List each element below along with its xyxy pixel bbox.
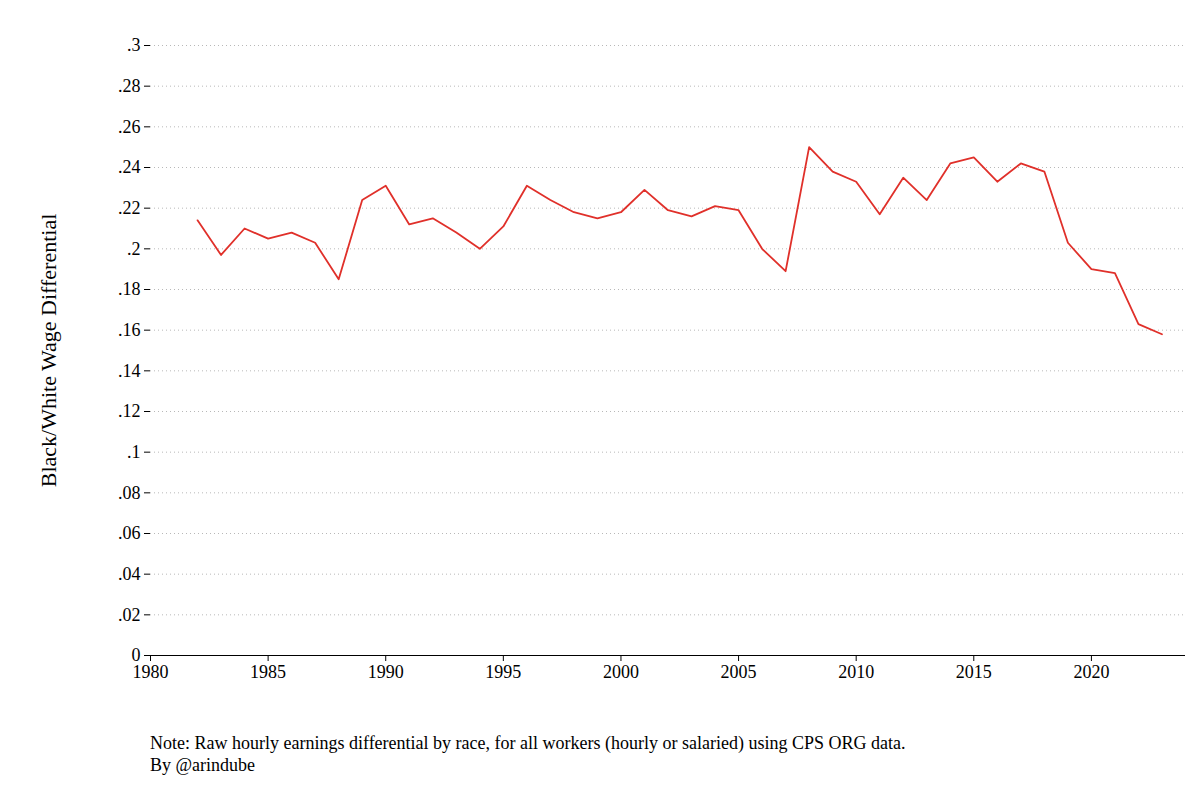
svg-text:.24: .24 bbox=[118, 157, 141, 177]
svg-text:.08: .08 bbox=[118, 483, 141, 503]
svg-text:1990: 1990 bbox=[368, 662, 404, 682]
svg-text:.14: .14 bbox=[118, 361, 141, 381]
svg-text:.04: .04 bbox=[118, 564, 141, 584]
svg-text:.16: .16 bbox=[118, 320, 141, 340]
svg-text:.12: .12 bbox=[118, 401, 141, 421]
svg-text:2010: 2010 bbox=[838, 662, 874, 682]
html-text:Note: Raw hourly earnings diff: Note: Raw hourly earnings differential b… bbox=[150, 733, 906, 753]
svg-text:.02: .02 bbox=[118, 605, 141, 625]
svg-text:2005: 2005 bbox=[721, 662, 757, 682]
svg-text:.2: .2 bbox=[127, 239, 141, 259]
svg-text:Black/White Wage Differential: Black/White Wage Differential bbox=[36, 214, 61, 488]
svg-text:.28: .28 bbox=[118, 76, 141, 96]
svg-text:.06: .06 bbox=[118, 523, 141, 543]
svg-text:.26: .26 bbox=[118, 117, 141, 137]
svg-text:.1: .1 bbox=[127, 442, 141, 462]
svg-text:1980: 1980 bbox=[133, 662, 169, 682]
svg-text:2020: 2020 bbox=[1073, 662, 1109, 682]
svg-text:1995: 1995 bbox=[485, 662, 521, 682]
svg-text:.3: .3 bbox=[127, 35, 141, 55]
svg-text:.18: .18 bbox=[118, 279, 141, 299]
svg-text:2000: 2000 bbox=[603, 662, 639, 682]
svg-text:1985: 1985 bbox=[250, 662, 286, 682]
svg-text:0: 0 bbox=[131, 645, 141, 666]
svg-text:2015: 2015 bbox=[956, 662, 992, 682]
svg-text:.22: .22 bbox=[118, 198, 141, 218]
html-text:By @arindube: By @arindube bbox=[150, 755, 256, 775]
